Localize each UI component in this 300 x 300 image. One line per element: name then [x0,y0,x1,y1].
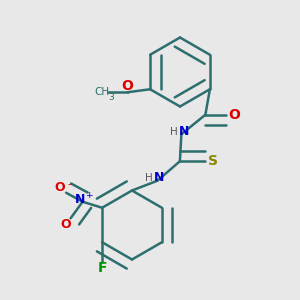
Text: N: N [74,193,85,206]
Text: O: O [228,108,240,122]
Text: H: H [145,173,152,183]
Text: H: H [170,127,178,137]
Text: N: N [154,171,164,184]
Text: S: S [208,154,218,168]
Text: O: O [122,79,134,93]
Text: O: O [55,181,65,194]
Text: O: O [61,218,71,231]
Text: F: F [98,261,107,275]
Text: -: - [67,179,71,189]
Text: +: + [85,191,93,200]
Text: CH: CH [94,87,109,97]
Text: N: N [178,125,189,138]
Text: 3: 3 [108,93,114,102]
